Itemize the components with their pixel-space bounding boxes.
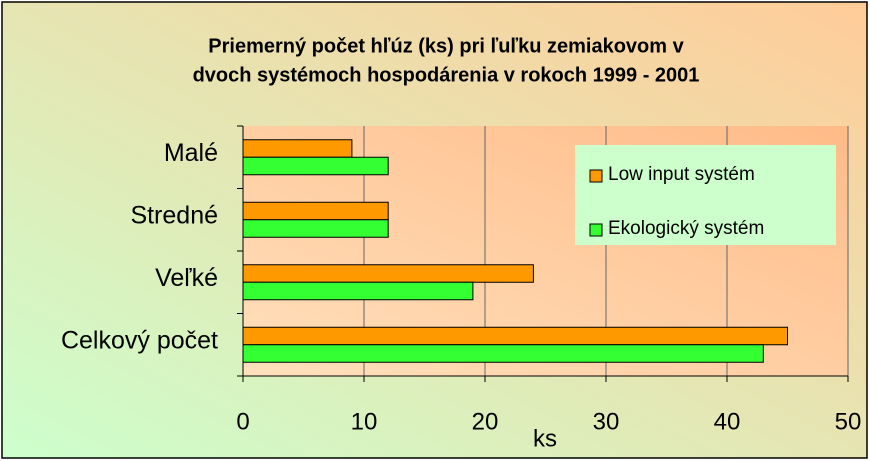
x-tick-label: 40 — [714, 408, 741, 435]
y-tick-label: Malé — [164, 139, 218, 167]
x-tick-label: 30 — [593, 408, 620, 435]
bar — [242, 326, 788, 346]
y-tick-label: Celkový počet — [61, 326, 218, 354]
bar — [242, 281, 474, 301]
legend-swatch — [589, 223, 603, 237]
legend-box — [575, 145, 836, 245]
legend-label: Ekologický systém — [608, 218, 764, 239]
y-tick-label: Stredné — [130, 201, 218, 229]
y-tick-label: Veľké — [155, 264, 218, 292]
bar — [242, 344, 764, 363]
x-axis-label: ks — [533, 425, 557, 452]
bar — [242, 219, 389, 238]
legend-label: Low input systém — [608, 164, 755, 185]
x-tick-label: 20 — [472, 408, 499, 435]
x-tick-label: 0 — [236, 408, 249, 435]
legend-swatch — [589, 169, 603, 183]
x-tick-label: 50 — [835, 408, 862, 435]
chart-title: dvoch systémoch hospodárenia v rokoch 19… — [193, 64, 700, 86]
bar — [242, 201, 389, 221]
bar — [242, 139, 353, 158]
x-tick-label: 10 — [351, 408, 378, 435]
bar — [242, 156, 389, 176]
chart-title: Priemerný počet hľúz (ks) pri ľuľku zemi… — [208, 35, 684, 57]
bar — [242, 264, 534, 283]
